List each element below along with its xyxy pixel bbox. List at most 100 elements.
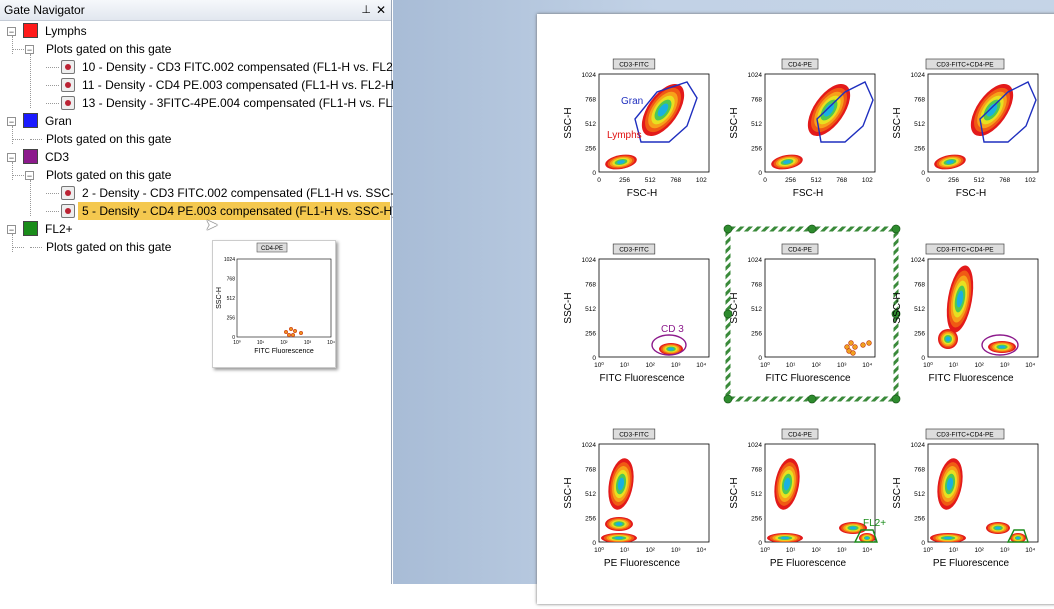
plot-title-box [781,428,819,440]
gate-color-swatch [23,221,38,236]
x-tick-label: 102 [696,177,707,184]
x-axis-label: FSC-H [956,188,987,199]
plots-gated-row[interactable]: Plots gated on this gate [0,238,380,256]
gate-navigator-panel: Gate Navigator ⊥ ✕ − Lymphs − Plots gated o… [0,0,415,584]
fl2-gate-outline[interactable] [853,529,878,543]
resize-handle[interactable] [807,394,817,404]
y-tick-label: 768 [585,97,596,104]
x-tick-label: 102 [1025,177,1036,184]
plots-gated-label: Plots gated on this gate [46,168,172,182]
thumbnail-axes [236,258,332,338]
plot-2[interactable]: CD4-PE 1024 768 512 256 00 256 512 768 102 SSC-H FS… [729,58,876,199]
x-tick-label: 512 [645,177,656,184]
y-tick-label: 256 [585,516,596,523]
y-tick-label: 1024 [582,72,597,79]
y-axis-label: SSC-H [563,477,574,508]
x-tick-label: 10³ [671,547,681,554]
gate-row-lymphs[interactable]: − Lymphs [0,22,380,40]
y-axis-label: SSC-H [729,107,740,138]
event-dot [283,329,289,335]
x-axis-label: FITC Fluorescence [765,373,850,384]
event-dot [850,350,856,356]
plot-item[interactable]: 11 - Density - CD4 PE.003 compensated (F… [0,76,398,94]
thumbnail-y-label: SSC-H [216,287,223,309]
plot-title: CD4-PE [788,62,813,69]
resize-handle[interactable] [891,309,901,319]
plots-gated-row[interactable]: − Plots gated on this gate [0,166,380,184]
density-cluster [767,533,803,542]
thumbnail-x-label: FITC Fluorescence [254,348,314,355]
plot-3[interactable]: CD3-FITC+CD4-PE 1024 768 512 256 00 256 512 768 1… [892,58,1039,199]
y-tick-label: 256 [751,516,762,523]
event-dot [292,328,298,334]
x-tick-label: 10⁴ [862,547,872,554]
event-dot [288,326,294,332]
expand-toggle-icon[interactable]: − [25,171,34,181]
y-axis-label: SSC-H [563,107,574,138]
x-tick-label: 256 [948,177,959,184]
plot-1[interactable]: CD3-FITC 1024 768 512 256 00 256 512 768 102 SSC-H… [563,58,710,199]
resize-handle[interactable] [723,394,733,404]
gate-row-cd3[interactable]: − CD3 [0,148,380,166]
y-tick-label: 256 [751,146,762,153]
x-axis-label: PE Fluorescence [770,558,847,569]
density-area [930,458,1026,542]
plot-item[interactable]: 13 - Density - 3FITC-4PE.004 compensated… [0,94,415,112]
gran-gate-outline[interactable] [979,81,1037,143]
y-tick-label: 1024 [911,442,926,449]
cd3-gate-outline[interactable] [651,334,687,356]
expand-toggle-icon[interactable]: − [7,27,16,37]
density-cluster [659,343,683,355]
resize-handle[interactable] [891,394,901,404]
expand-toggle-icon[interactable]: − [25,45,34,55]
x-tick-label: 10² [811,547,821,554]
gate-row-fl2[interactable]: − FL2+ [0,220,380,238]
plot-item[interactable]: 5 - Density - CD4 PE.003 compensated (FL… [0,202,396,220]
plots-gated-row[interactable]: Plots gated on this gate [0,130,380,148]
x-tick-label: 10² [811,362,821,369]
tree-connector [30,54,31,108]
gate-row-gran[interactable]: − Gran [0,112,380,130]
resize-handle[interactable] [891,224,901,234]
cd3-gate-outline[interactable] [981,334,1019,356]
y-tick-label: 256 [585,146,596,153]
close-icon[interactable]: ✕ [375,3,386,17]
expand-toggle-icon[interactable]: − [7,117,16,127]
x-tick-label: 10⁰ [594,361,604,369]
plot-item-label: 13 - Density - 3FITC-4PE.004 compensated… [82,96,416,110]
gran-gate-outline[interactable] [816,81,874,143]
resize-handle[interactable] [723,309,733,319]
y-tick-label: 0 [758,540,762,547]
y-axis-label: SSC-H [892,107,903,138]
plot-title: CD3-FITC+CD4-PE [936,62,994,69]
gran-gate-outline[interactable] [634,81,698,143]
plots-gated-label: Plots gated on this gate [46,132,172,146]
x-tick-label: 10² [645,362,655,369]
plot-item[interactable]: 10 - Density - CD3 FITC.002 compensated … [0,58,409,76]
plots-gated-row[interactable]: − Plots gated on this gate [0,40,380,58]
resize-handle[interactable] [723,224,733,234]
thumbnail-x-tick: 10⁰ [233,340,241,346]
density-cluster [605,154,637,170]
x-tick-label: 10¹ [949,547,959,554]
x-tick-label: 10⁴ [1025,362,1035,369]
thumbnail-title-box [256,242,288,253]
resize-handle[interactable] [807,224,817,234]
tree-connector [46,67,59,68]
density-cluster [986,522,1010,534]
y-tick-label: 256 [751,331,762,338]
event-dot [860,342,866,348]
plot-item-label: 11 - Density - CD4 PE.003 compensated (F… [82,78,398,92]
expand-toggle-icon[interactable]: − [7,153,16,163]
y-tick-label: 512 [751,306,762,313]
fl2-gate-outline[interactable] [1006,529,1029,543]
plot-item[interactable]: 2 - Density - CD3 FITC.002 compensated (… [0,184,407,202]
pin-icon[interactable]: ⊥ [361,4,371,16]
expand-toggle-icon[interactable]: − [7,225,16,235]
